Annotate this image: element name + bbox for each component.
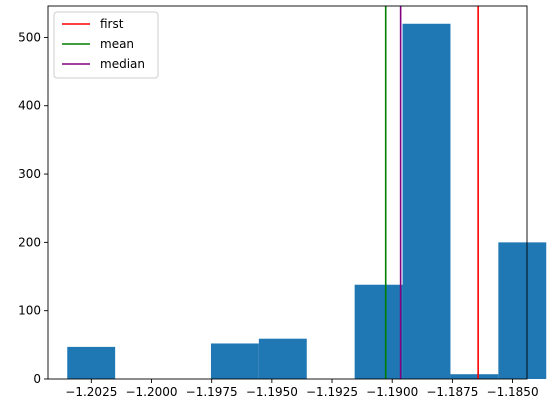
histogram-bar-9 bbox=[498, 242, 547, 379]
y-tick-label-4: 400 bbox=[18, 99, 41, 113]
legend-label-first: first bbox=[100, 17, 124, 31]
x-tick-label-5: −1.1900 bbox=[366, 385, 418, 399]
histogram-bar-0 bbox=[67, 346, 116, 379]
legend-box bbox=[53, 11, 159, 79]
vertical-lines-layer bbox=[384, 6, 479, 379]
histogram-bar-7 bbox=[402, 23, 451, 380]
bars-layer bbox=[67, 23, 547, 380]
legend: first mean median bbox=[53, 11, 159, 79]
axes-frame bbox=[47, 5, 528, 380]
x-tick-label-3: −1.1950 bbox=[246, 385, 298, 399]
legend-label-mean: mean bbox=[100, 37, 134, 51]
x-tick-label-6: −1.1875 bbox=[426, 385, 478, 399]
y-tick-label-1: 100 bbox=[18, 304, 41, 318]
histogram-bar-6 bbox=[354, 284, 403, 379]
legend-label-median: median bbox=[100, 57, 145, 71]
x-tick-label-0: −1.2025 bbox=[65, 385, 117, 399]
histogram-bar-4 bbox=[258, 338, 307, 379]
y-tick-label-5: 500 bbox=[18, 30, 41, 44]
x-tick-label-2: −1.1975 bbox=[186, 385, 238, 399]
histogram-bar-3 bbox=[210, 343, 259, 379]
x-tick-label-7: −1.1850 bbox=[487, 385, 539, 399]
y-tick-label-2: 200 bbox=[18, 235, 41, 249]
y-tick-label-3: 300 bbox=[18, 167, 41, 181]
x-tick-label-4: −1.1925 bbox=[306, 385, 358, 399]
y-tick-label-0: 0 bbox=[33, 372, 41, 386]
x-tick-label-1: −1.2000 bbox=[125, 385, 177, 399]
axes-layer: −1.2025 −1.2000 −1.1975 −1.1950 −1.1925 −1.19… bbox=[18, 5, 539, 399]
histogram-bar-8 bbox=[450, 374, 499, 379]
